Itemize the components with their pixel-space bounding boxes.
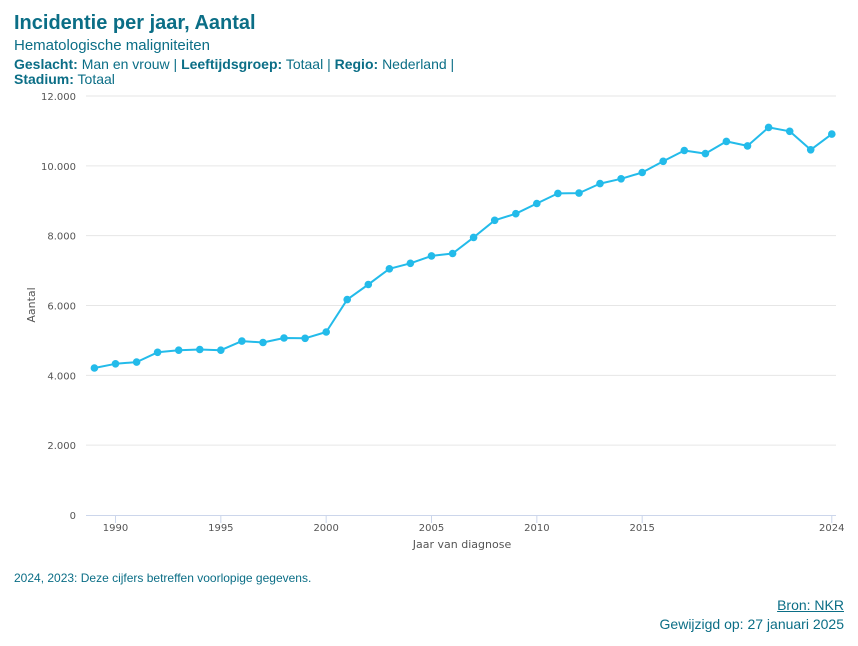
data-point xyxy=(764,123,773,132)
footnote: 2024, 2023: Deze cijfers betreffen voorl… xyxy=(14,571,312,585)
filter-value-region: Nederland xyxy=(382,56,447,72)
modified-date: Gewijzigd op: 27 januari 2025 xyxy=(659,616,844,632)
data-point xyxy=(427,252,436,260)
data-point xyxy=(153,348,162,357)
data-point xyxy=(196,345,204,354)
x-axis-title: Jaar van diagnose xyxy=(412,538,512,551)
series-incidence xyxy=(90,123,836,372)
filter-label-region: Regio: xyxy=(334,56,379,72)
data-point xyxy=(701,149,710,158)
filter-separator: | xyxy=(323,56,335,72)
data-point xyxy=(280,334,288,342)
x-tick-label: 2015 xyxy=(629,523,654,534)
x-tick-label: 2000 xyxy=(313,523,338,534)
data-point xyxy=(322,328,331,336)
data-point xyxy=(554,189,562,198)
data-point xyxy=(533,199,541,208)
data-point xyxy=(512,209,520,218)
chart-title: Incidentie per jaar, Aantal xyxy=(14,12,256,34)
data-point xyxy=(238,337,246,345)
y-axis-ticks: 0 2.000 4.000 6.000 8.000 10.000 12.000 xyxy=(41,92,76,522)
data-point xyxy=(90,364,99,372)
x-tick-label: 1990 xyxy=(103,523,128,534)
x-axis-ticks: 1990 1995 2000 2005 2010 2015 2024 xyxy=(103,515,845,534)
filter-value-stage: Totaal xyxy=(77,71,115,87)
chart-subtitle: Hematologische maligniteiten xyxy=(14,37,210,54)
source-link[interactable]: Bron: NKR xyxy=(777,597,844,613)
filter-separator: | xyxy=(169,56,182,72)
y-tick-label: 6.000 xyxy=(47,302,76,313)
data-point xyxy=(680,146,689,155)
filter-label-stage: Stadium: xyxy=(14,71,74,87)
data-point xyxy=(828,130,836,138)
y-tick-label: 2.000 xyxy=(47,441,76,452)
data-point xyxy=(575,189,583,197)
chart-grid xyxy=(86,95,836,446)
data-point xyxy=(659,157,667,166)
data-point xyxy=(617,175,625,183)
data-point xyxy=(406,259,415,268)
filter-separator: | xyxy=(446,56,455,72)
data-point xyxy=(448,249,457,258)
data-point xyxy=(174,346,183,355)
series-line xyxy=(94,126,833,369)
data-point xyxy=(596,179,604,188)
data-point xyxy=(111,360,120,368)
filter-label-agegroup: Leeftijdsgroep: xyxy=(181,56,283,72)
data-point xyxy=(217,346,225,355)
x-tick-label: 2010 xyxy=(524,523,549,534)
data-point xyxy=(343,295,352,304)
y-tick-label: 4.000 xyxy=(47,371,76,382)
data-point xyxy=(638,168,646,177)
y-tick-label: 8.000 xyxy=(47,232,76,243)
y-tick-label: 0 xyxy=(70,511,76,522)
data-point xyxy=(806,146,815,154)
data-point xyxy=(259,338,267,347)
x-tick-label: 2005 xyxy=(419,523,444,534)
filter-value-gender: Man en vrouw xyxy=(81,56,170,72)
y-tick-label: 12.000 xyxy=(41,92,76,103)
data-point xyxy=(132,358,141,366)
data-point xyxy=(722,137,731,146)
y-tick-label: 10.000 xyxy=(41,162,76,173)
data-point xyxy=(490,216,499,225)
data-point xyxy=(301,334,309,343)
x-tick-label: 2024 xyxy=(819,523,844,534)
data-point xyxy=(385,265,394,273)
x-tick-label: 1995 xyxy=(208,523,233,534)
data-point xyxy=(364,280,373,289)
filter-summary: Geslacht: Man en vrouw | Leeftijdsgroep:… xyxy=(14,57,514,87)
filter-label-gender: Geslacht: xyxy=(14,56,78,72)
y-axis-title: Aantal xyxy=(25,287,38,322)
data-point xyxy=(743,142,752,150)
data-point xyxy=(469,233,478,242)
data-point xyxy=(785,127,794,136)
filter-value-agegroup: Totaal xyxy=(285,56,324,72)
